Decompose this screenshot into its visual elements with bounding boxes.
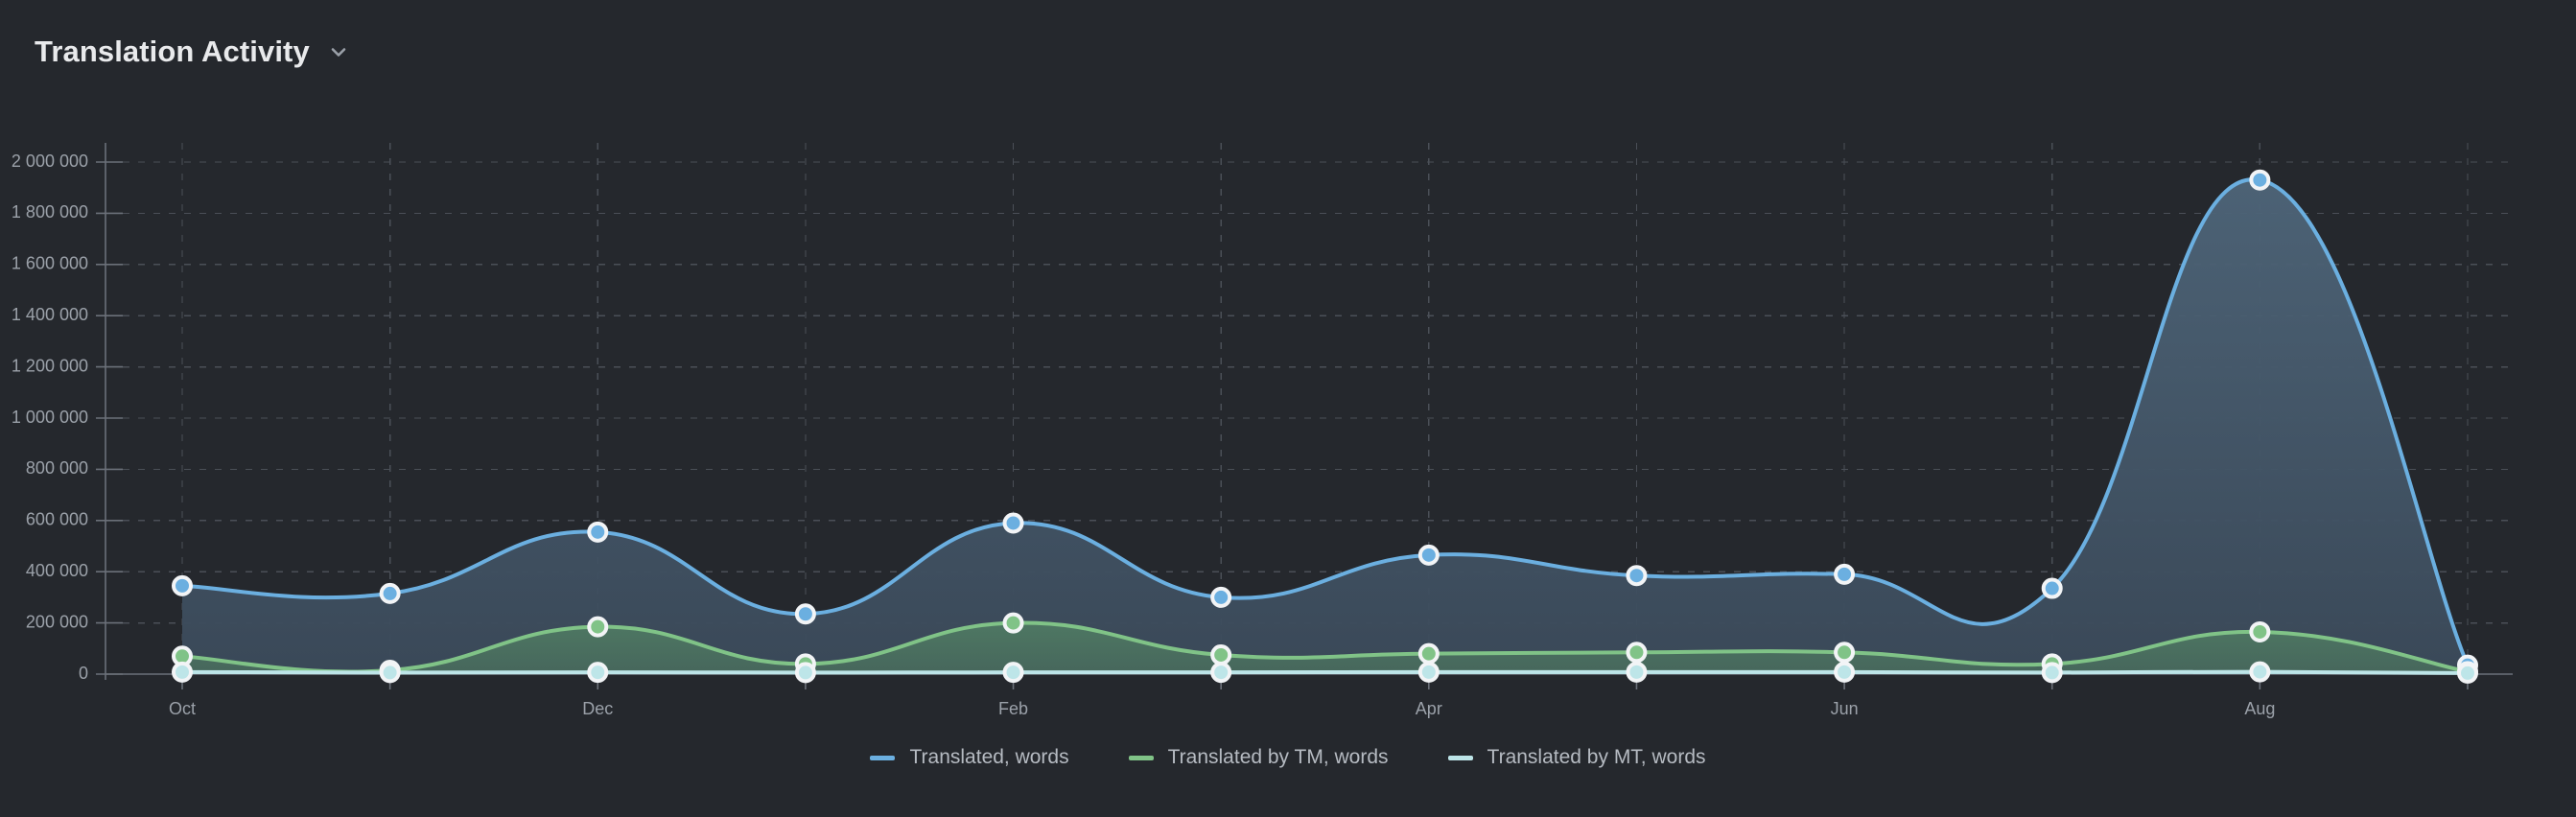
series-area xyxy=(182,179,2468,674)
data-point-marker[interactable] xyxy=(1834,563,1856,585)
y-axis-tick-label: 400 000 xyxy=(26,561,88,580)
data-point-marker[interactable] xyxy=(1417,544,1440,566)
legend-label: Translated, words xyxy=(909,746,1069,768)
series-line xyxy=(180,669,2470,675)
y-axis-tick-label: 1 600 000 xyxy=(12,254,88,273)
legend-item[interactable]: Translated, words xyxy=(870,746,1069,769)
y-axis-tick-label: 200 000 xyxy=(26,612,88,631)
data-point-marker[interactable] xyxy=(1210,662,1232,684)
data-point-marker[interactable] xyxy=(172,574,193,596)
data-point-marker[interactable] xyxy=(794,662,816,684)
data-point-marker[interactable] xyxy=(2249,661,2271,683)
data-point-marker[interactable] xyxy=(1210,643,1232,665)
y-axis-tick-label: 1 800 000 xyxy=(12,202,88,222)
data-point-marker[interactable] xyxy=(1417,642,1440,665)
chart-plot-area[interactable]: 2 000 000 1 800 000 1 600 000 1 400 000 1 20… xyxy=(0,67,2576,738)
data-point-marker[interactable] xyxy=(1626,565,1648,587)
data-point-marker[interactable] xyxy=(379,582,401,604)
x-axis: Oct Dec Feb Apr Jun Aug xyxy=(105,673,2513,718)
y-axis-tick-label: 2 000 000 xyxy=(12,152,88,171)
y-axis-tick-label: 600 000 xyxy=(26,510,88,529)
data-point-marker[interactable] xyxy=(587,662,609,684)
data-point-marker[interactable] xyxy=(172,661,193,683)
legend-label: Translated by TM, words xyxy=(1167,746,1389,768)
y-axis-tick-label: 1 400 000 xyxy=(12,305,88,324)
panel-header: Translation Activity xyxy=(35,35,352,69)
x-axis-tick-label: Feb xyxy=(998,699,1028,718)
data-point-marker[interactable] xyxy=(2041,662,2063,684)
chevron-down-icon[interactable] xyxy=(325,38,352,65)
legend-item[interactable]: Translated by MT, words xyxy=(1447,746,1706,769)
y-axis: 2 000 000 1 800 000 1 600 000 1 400 000 1 20… xyxy=(12,143,123,683)
legend-swatch-icon xyxy=(1447,755,1473,760)
legend-item[interactable]: Translated by TM, words xyxy=(1128,746,1389,769)
data-point-marker[interactable] xyxy=(1834,661,1856,683)
legend-label: Translated by MT, words xyxy=(1487,746,1706,768)
data-point-marker[interactable] xyxy=(1002,512,1024,534)
data-point-marker[interactable] xyxy=(1002,662,1024,684)
data-point-marker[interactable] xyxy=(1210,586,1232,608)
data-point-marker[interactable] xyxy=(379,662,401,684)
legend-swatch-icon xyxy=(870,755,896,760)
x-axis-tick-label: Jun xyxy=(1831,699,1859,718)
data-point-marker[interactable] xyxy=(2457,662,2478,684)
data-point-marker[interactable] xyxy=(1834,642,1856,664)
activity-area-chart[interactable]: 2 000 000 1 800 000 1 600 000 1 400 000 1 20… xyxy=(0,67,2576,738)
y-axis-tick-label: 1 000 000 xyxy=(12,408,88,427)
data-point-marker[interactable] xyxy=(2041,577,2063,599)
series-line xyxy=(180,620,2470,674)
x-axis-tick-label: Dec xyxy=(582,699,613,718)
data-point-marker[interactable] xyxy=(1002,612,1024,634)
data-point-marker[interactable] xyxy=(1626,642,1648,664)
x-axis-tick-label: Aug xyxy=(2244,699,2275,718)
y-axis-tick-label: 1 200 000 xyxy=(12,356,88,375)
data-point-marker[interactable] xyxy=(1417,661,1440,683)
page-title: Translation Activity xyxy=(35,35,310,68)
x-axis-tick-label: Apr xyxy=(1416,699,1442,718)
data-point-marker[interactable] xyxy=(794,603,816,625)
data-point-marker[interactable] xyxy=(1626,661,1648,683)
x-axis-tick-label: Oct xyxy=(169,699,196,718)
data-point-marker[interactable] xyxy=(587,521,609,543)
chart-legend: Translated, words Translated by TM, words… xyxy=(0,746,2576,769)
data-point-marker[interactable] xyxy=(587,616,609,638)
data-point-marker[interactable] xyxy=(2249,169,2271,191)
y-axis-tick-label: 0 xyxy=(79,664,88,683)
series-layer xyxy=(180,177,2470,675)
data-point-marker[interactable] xyxy=(2249,620,2271,642)
legend-swatch-icon xyxy=(1128,755,1154,760)
y-axis-tick-label: 800 000 xyxy=(26,458,88,478)
data-point-markers[interactable] xyxy=(172,169,2478,684)
